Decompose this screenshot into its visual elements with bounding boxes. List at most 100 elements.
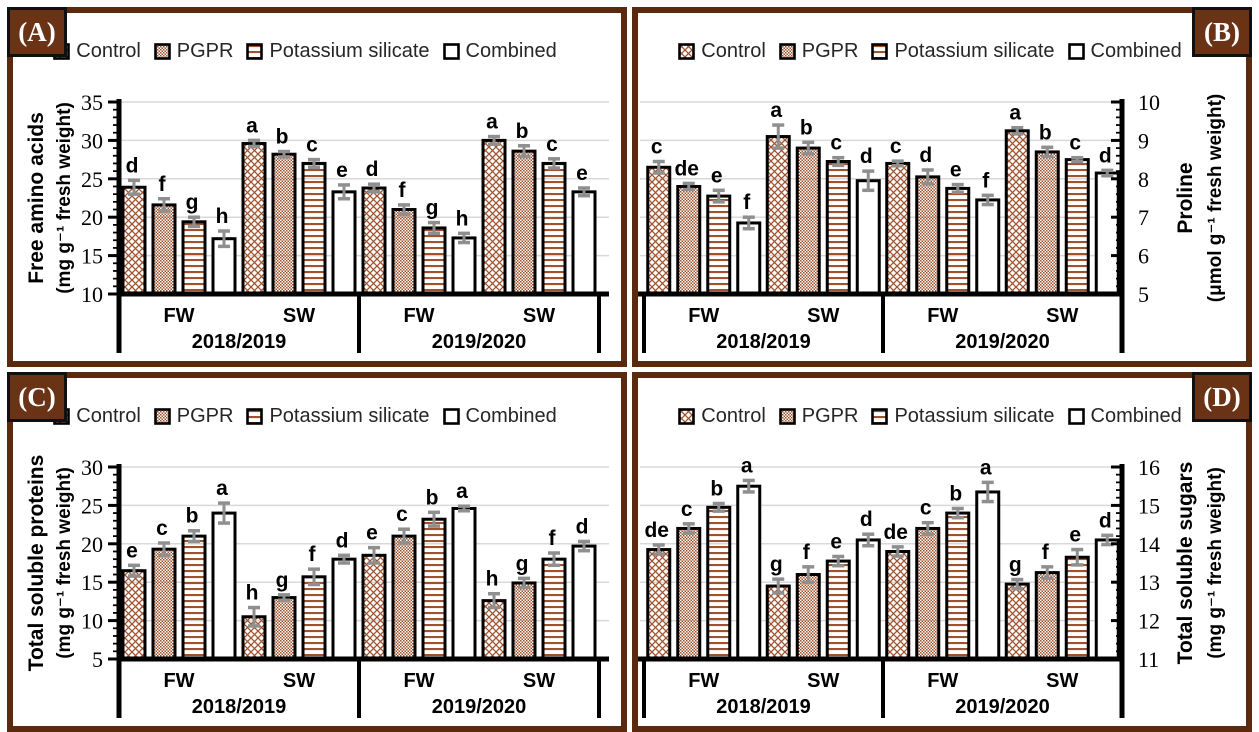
legend-item-combined: Combined (442, 405, 557, 428)
svg-text:c: c (920, 497, 932, 520)
svg-text:FW: FW (927, 305, 958, 327)
svg-text:FW: FW (163, 305, 194, 327)
panel-label-d: (D) (1192, 372, 1252, 422)
svg-text:(μmol g⁻¹ fresh weight): (μmol g⁻¹ fresh weight) (1205, 94, 1226, 302)
svg-text:b: b (710, 477, 723, 500)
svg-text:2019/2020: 2019/2020 (955, 696, 1050, 718)
svg-text:10: 10 (81, 282, 103, 307)
legend-label: PGPR (176, 404, 234, 427)
svg-text:de: de (883, 521, 908, 544)
svg-text:20: 20 (81, 205, 103, 230)
svg-text:d: d (366, 158, 379, 181)
svg-text:g: g (516, 552, 529, 575)
svg-text:FW: FW (403, 670, 434, 692)
legend-item-potassium-silicate: Potassium silicate (871, 405, 1055, 428)
svg-text:h: h (216, 205, 229, 228)
svg-text:FW: FW (163, 670, 194, 692)
legend-label: Control (701, 404, 766, 427)
svg-text:de: de (674, 157, 699, 180)
legend-label: Combined (1090, 39, 1182, 62)
legend-swatch-icon (442, 42, 460, 60)
svg-text:d: d (576, 515, 589, 538)
svg-text:d: d (126, 154, 139, 177)
svg-text:10: 10 (81, 609, 103, 634)
legend-item-potassium-silicate: Potassium silicate (246, 40, 430, 63)
chart-c: e c b a h g f d e c b a h g f d 5 10 15 20 25 30 FW SW FW SW 2018/… (13, 442, 621, 726)
svg-text:a: a (741, 454, 753, 477)
svg-text:a: a (1009, 102, 1021, 125)
legend-label: PGPR (801, 404, 859, 427)
svg-text:20: 20 (81, 532, 103, 557)
svg-text:SW: SW (807, 305, 839, 327)
svg-text:15: 15 (1138, 493, 1160, 518)
legend-d: Control PGPR Potassium silicate Combined (638, 378, 1246, 442)
svg-text:Proline: Proline (1174, 162, 1197, 233)
svg-text:b: b (800, 116, 813, 139)
svg-text:Total soluble sugars: Total soluble sugars (1174, 462, 1197, 665)
legend-item-potassium-silicate: Potassium silicate (246, 405, 430, 428)
svg-text:a: a (486, 111, 498, 134)
svg-text:12: 12 (1138, 609, 1160, 634)
svg-text:e: e (366, 522, 378, 545)
svg-text:10: 10 (1138, 90, 1160, 115)
svg-text:g: g (186, 191, 199, 214)
svg-text:30: 30 (81, 128, 103, 153)
svg-text:FW: FW (688, 670, 719, 692)
legend-label: Control (76, 404, 141, 427)
svg-text:8: 8 (1138, 167, 1149, 192)
svg-text:(mg g⁻¹ fresh weight): (mg g⁻¹ fresh weight) (54, 102, 75, 294)
svg-text:e: e (336, 159, 348, 182)
svg-text:25: 25 (81, 493, 103, 518)
svg-text:7: 7 (1138, 205, 1149, 230)
legend-a: Control PGPR Potassium silicate Combined (13, 13, 621, 77)
svg-text:f: f (309, 543, 317, 566)
panel-a-free-amino-acids: (A) Control PGPR Potassium silicate Combine… (7, 7, 627, 367)
svg-text:SW: SW (523, 305, 555, 327)
chart-b: c de e f a b c d c d e f a b c d 5 6 7 8 9 10 FW SW FW SW 2018/201… (638, 77, 1246, 361)
panel-d-total-soluble-sugars: (D) Control PGPR Potassium silicate Combine… (632, 372, 1252, 732)
svg-text:de: de (644, 519, 669, 542)
legend-swatch-icon (778, 42, 796, 60)
legend-swatch-icon (1067, 42, 1085, 60)
svg-text:b: b (276, 126, 289, 149)
svg-text:b: b (1039, 121, 1052, 144)
legend-swatch-icon (153, 407, 171, 425)
legend-item-pgpr: PGPR (153, 39, 234, 63)
legend-item-combined: Combined (1067, 405, 1182, 428)
svg-text:d: d (1099, 509, 1112, 532)
svg-text:25: 25 (81, 167, 103, 192)
svg-text:2019/2020: 2019/2020 (432, 331, 527, 353)
svg-text:Free amino acids: Free amino acids (25, 112, 48, 284)
svg-text:f: f (399, 179, 407, 202)
svg-text:5: 5 (1138, 282, 1149, 307)
svg-text:6: 6 (1138, 244, 1149, 269)
legend-label: PGPR (176, 39, 234, 62)
svg-text:c: c (396, 503, 408, 526)
svg-text:h: h (246, 582, 259, 605)
svg-text:g: g (770, 553, 783, 576)
svg-text:c: c (156, 517, 168, 540)
svg-text:a: a (770, 99, 782, 122)
svg-text:2019/2020: 2019/2020 (432, 696, 527, 718)
panel-label-b: (B) (1192, 7, 1252, 57)
legend-label: PGPR (801, 39, 859, 62)
svg-text:2018/2019: 2018/2019 (192, 331, 287, 353)
svg-text:c: c (890, 135, 902, 158)
svg-text:2018/2019: 2018/2019 (716, 696, 811, 718)
svg-text:c: c (681, 498, 693, 521)
svg-text:d: d (336, 529, 349, 552)
legend-swatch-icon (678, 407, 696, 425)
svg-text:b: b (516, 120, 529, 143)
panel-label-c: (C) (7, 372, 67, 422)
svg-text:e: e (576, 162, 588, 185)
svg-text:a: a (456, 480, 468, 503)
svg-text:e: e (126, 539, 138, 562)
svg-text:2018/2019: 2018/2019 (192, 696, 287, 718)
svg-text:g: g (426, 197, 439, 220)
svg-text:(mg g⁻¹ fresh weight): (mg g⁻¹ fresh weight) (54, 467, 75, 659)
svg-text:35: 35 (81, 90, 103, 115)
svg-text:FW: FW (927, 670, 958, 692)
